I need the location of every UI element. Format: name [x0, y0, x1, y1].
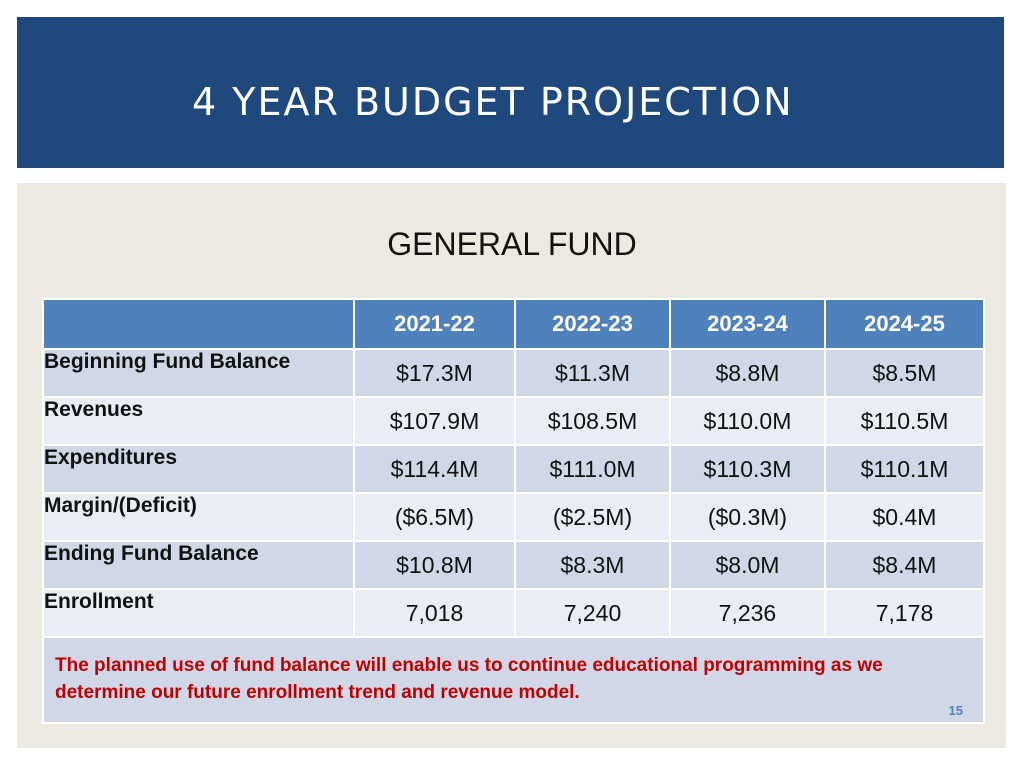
table-row-ending-fund-balance: Ending Fund Balance $10.8M $8.3M $8.0M $…: [42, 540, 986, 590]
budget-table: 2021-22 2022-23 2023-24 2024-25 Beginnin…: [42, 298, 986, 724]
table-cell: $17.3M: [352, 348, 517, 398]
table-cell: $8.0M: [668, 540, 826, 590]
table-cell: ($0.3M): [668, 492, 826, 542]
row-label: Expenditures: [42, 444, 355, 494]
header-cell-empty: [42, 298, 355, 350]
row-label: Beginning Fund Balance: [42, 348, 355, 398]
row-label: Ending Fund Balance: [42, 540, 355, 590]
table-row-revenues: Revenues $107.9M $108.5M $110.0M $110.5M: [42, 396, 986, 446]
table-cell: $111.0M: [514, 444, 671, 494]
table-cell: ($2.5M): [514, 492, 671, 542]
table-cell: $110.0M: [668, 396, 826, 446]
table-cell: $107.9M: [352, 396, 517, 446]
table-row-beginning-fund-balance: Beginning Fund Balance $17.3M $11.3M $8.…: [42, 348, 986, 398]
table-cell: 7,236: [668, 588, 826, 638]
section-subtitle: GENERAL FUND: [387, 226, 637, 262]
table-header-row: 2021-22 2022-23 2023-24 2024-25: [42, 298, 986, 350]
row-label: Enrollment: [42, 588, 355, 638]
header-cell-2023-24: 2023-24: [668, 298, 826, 350]
slide-title: 4 YEAR BUDGET PROJECTION: [192, 80, 794, 124]
table-row-enrollment: Enrollment 7,018 7,240 7,236 7,178: [42, 588, 986, 638]
row-label: Revenues: [42, 396, 355, 446]
page-number: 15: [948, 703, 963, 718]
header-cell-2024-25: 2024-25: [823, 298, 986, 350]
table-cell: $110.1M: [823, 444, 986, 494]
table-cell: $108.5M: [514, 396, 671, 446]
note-text: The planned use of fund balance will ena…: [55, 655, 883, 703]
table-cell: $110.3M: [668, 444, 826, 494]
table-cell: $8.8M: [668, 348, 826, 398]
table-cell: $10.8M: [352, 540, 517, 590]
table-cell: $114.4M: [352, 444, 517, 494]
table-cell: $0.4M: [823, 492, 986, 542]
title-bar: [17, 17, 1004, 168]
row-label: Margin/(Deficit): [42, 492, 355, 542]
table-cell: $8.4M: [823, 540, 986, 590]
table-cell: $110.5M: [823, 396, 986, 446]
table-row-expenditures: Expenditures $114.4M $111.0M $110.3M $11…: [42, 444, 986, 494]
table-row-margin-deficit: Margin/(Deficit) ($6.5M) ($2.5M) ($0.3M)…: [42, 492, 986, 542]
table-cell: 7,018: [352, 588, 517, 638]
table-note-row: The planned use of fund balance will ena…: [42, 636, 985, 724]
table-cell: $11.3M: [514, 348, 671, 398]
table-cell: 7,240: [514, 588, 671, 638]
table-cell: $8.5M: [823, 348, 986, 398]
table-cell: 7,178: [823, 588, 986, 638]
header-cell-2022-23: 2022-23: [514, 298, 671, 350]
table-cell: ($6.5M): [352, 492, 517, 542]
table-cell: $8.3M: [514, 540, 671, 590]
header-cell-2021-22: 2021-22: [352, 298, 517, 350]
note-cell: The planned use of fund balance will ena…: [42, 636, 985, 724]
